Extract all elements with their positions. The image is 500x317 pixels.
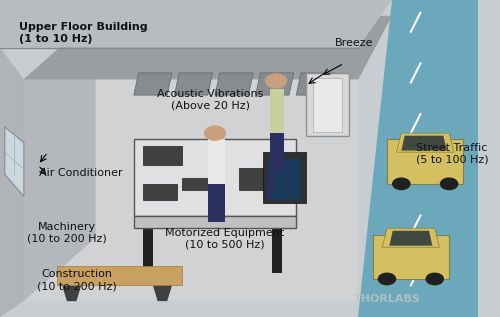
Circle shape: [426, 273, 444, 285]
Polygon shape: [182, 178, 210, 190]
Polygon shape: [263, 152, 306, 203]
Polygon shape: [382, 228, 440, 247]
Polygon shape: [265, 171, 274, 200]
Polygon shape: [174, 73, 212, 95]
Text: Acoustic Vibrations
(Above 20 Hz): Acoustic Vibrations (Above 20 Hz): [157, 89, 264, 110]
Text: Machinery
(10 to 200 Hz): Machinery (10 to 200 Hz): [27, 222, 107, 243]
Polygon shape: [372, 235, 449, 279]
Polygon shape: [270, 89, 284, 133]
Polygon shape: [208, 184, 224, 222]
Text: Upper Floor Building
(1 to 10 Hz): Upper Floor Building (1 to 10 Hz): [19, 22, 148, 44]
Circle shape: [266, 74, 286, 88]
Text: Construction
(10 to 200 Hz): Construction (10 to 200 Hz): [36, 269, 117, 291]
Circle shape: [440, 178, 458, 190]
Polygon shape: [396, 133, 454, 152]
Polygon shape: [402, 136, 446, 151]
Polygon shape: [0, 0, 392, 48]
Polygon shape: [387, 139, 464, 184]
Polygon shape: [134, 139, 296, 216]
Circle shape: [392, 178, 410, 190]
Polygon shape: [390, 231, 432, 246]
Polygon shape: [153, 285, 172, 301]
Polygon shape: [268, 158, 301, 200]
Polygon shape: [134, 216, 296, 228]
Text: Street Traffic
(5 to 100 Hz): Street Traffic (5 to 100 Hz): [416, 143, 488, 164]
Circle shape: [204, 126, 226, 140]
Polygon shape: [24, 79, 358, 301]
Polygon shape: [272, 228, 282, 273]
Polygon shape: [144, 228, 153, 273]
Polygon shape: [306, 73, 349, 136]
Polygon shape: [144, 146, 182, 165]
Polygon shape: [296, 73, 335, 95]
Polygon shape: [215, 73, 253, 95]
Polygon shape: [24, 16, 392, 79]
Polygon shape: [208, 139, 224, 184]
Polygon shape: [0, 48, 24, 317]
Polygon shape: [134, 73, 172, 95]
Polygon shape: [5, 127, 24, 197]
Polygon shape: [24, 16, 392, 79]
Circle shape: [378, 273, 396, 285]
Text: Breeze: Breeze: [334, 38, 373, 48]
Polygon shape: [256, 73, 294, 95]
Polygon shape: [58, 266, 182, 285]
Polygon shape: [24, 79, 358, 301]
Polygon shape: [358, 0, 478, 317]
Polygon shape: [270, 133, 284, 171]
Text: Air Conditioner: Air Conditioner: [40, 168, 123, 178]
Polygon shape: [24, 16, 96, 301]
Text: Motorized Equipment
(10 to 500 Hz): Motorized Equipment (10 to 500 Hz): [165, 228, 284, 250]
Polygon shape: [62, 285, 81, 301]
Polygon shape: [144, 184, 177, 200]
Text: THORLABS: THORLABS: [354, 294, 420, 304]
Polygon shape: [313, 78, 342, 132]
Polygon shape: [239, 168, 286, 190]
